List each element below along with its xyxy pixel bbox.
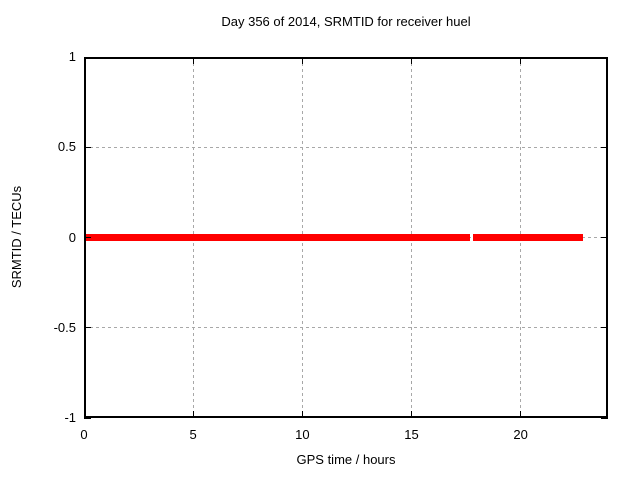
x-tick-mark-bottom xyxy=(192,411,194,418)
x-tick-label: 5 xyxy=(189,427,197,442)
y-tick-label: 0 xyxy=(68,229,76,245)
data-series-segment xyxy=(473,234,583,241)
y-tick-mark-left xyxy=(84,146,91,148)
x-tick-mark-top xyxy=(192,57,194,64)
y-tick-mark-left xyxy=(84,237,91,238)
y-gridline xyxy=(84,327,608,329)
x-tick-label: 10 xyxy=(295,427,310,442)
y-tick-mark-left xyxy=(84,56,91,58)
y-tick-mark-right xyxy=(601,56,608,58)
x-tick-label: 20 xyxy=(513,427,528,442)
x-tick-label: 15 xyxy=(404,427,419,442)
x-tick-mark-bottom xyxy=(301,411,303,418)
plot-area xyxy=(83,56,608,419)
y-tick-mark-right xyxy=(601,237,608,238)
x-tick-mark-bottom xyxy=(83,411,85,418)
chart-title: Day 356 of 2014, SRMTID for receiver hue… xyxy=(221,14,471,29)
x-tick-label: 0 xyxy=(80,427,88,442)
y-tick-label: 1 xyxy=(68,49,76,64)
x-tick-mark-bottom xyxy=(411,411,412,418)
x-tick-mark-top xyxy=(301,57,303,64)
x-tick-mark-top xyxy=(411,57,412,64)
y-tick-mark-right xyxy=(601,327,608,329)
y-gridline xyxy=(84,146,608,148)
x-tick-mark-top xyxy=(520,57,522,64)
y-axis-label: SRMTID / TECUs xyxy=(9,185,24,289)
data-series-segment xyxy=(84,234,470,241)
x-axis-label: GPS time / hours xyxy=(296,452,396,467)
x-tick-mark-top xyxy=(83,57,85,64)
y-tick-label: 0.5 xyxy=(57,139,76,155)
y-tick-label: -0.5 xyxy=(53,319,76,335)
y-tick-mark-right xyxy=(601,146,608,148)
y-tick-mark-left xyxy=(84,327,91,329)
y-tick-mark-right xyxy=(601,417,608,419)
x-tick-mark-bottom xyxy=(520,411,522,418)
y-tick-label: -1 xyxy=(64,410,76,425)
y-tick-mark-left xyxy=(84,417,91,419)
